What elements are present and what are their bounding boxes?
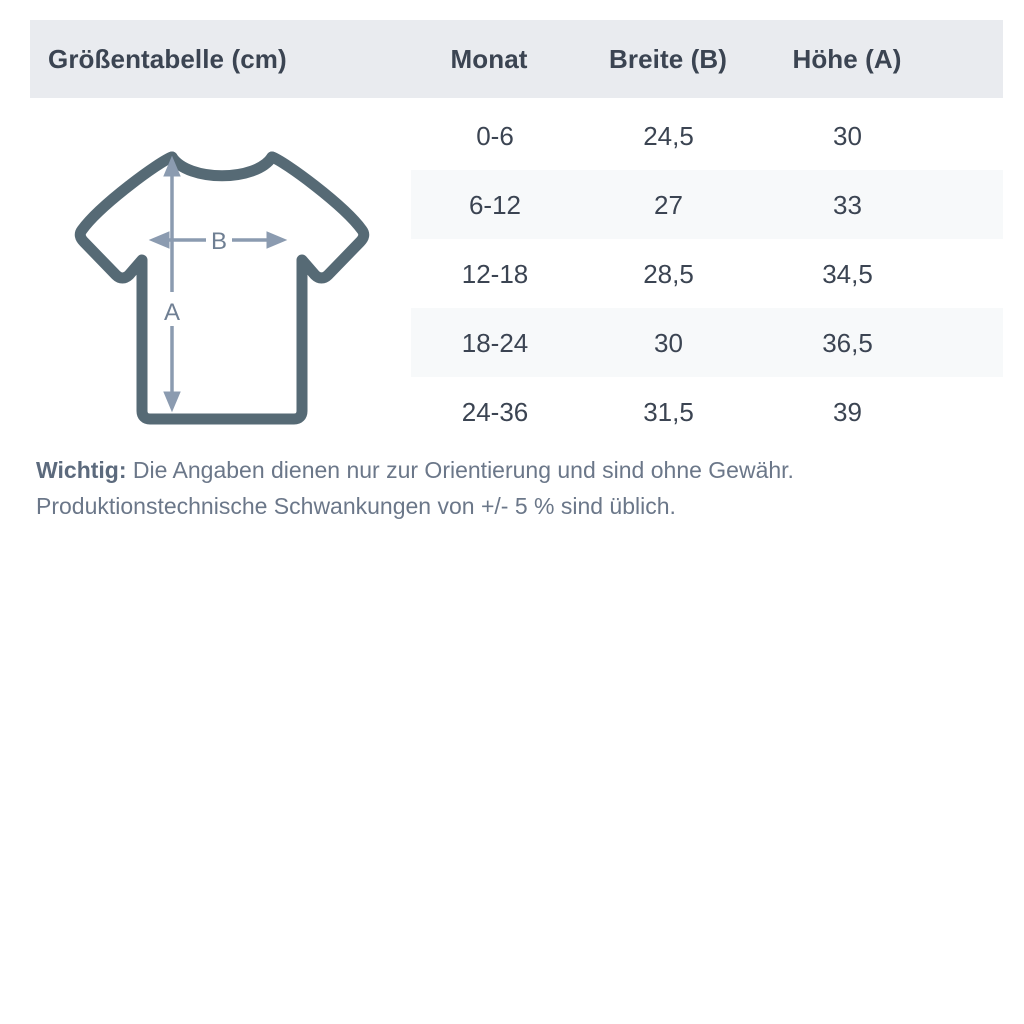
- height-label: A: [164, 299, 180, 326]
- table-row: 24-36 31,5 39: [411, 377, 1003, 446]
- cell-monat: 12-18: [461, 258, 529, 289]
- measurement-arrows: [148, 155, 288, 413]
- chart-title: Größentabelle (cm): [48, 43, 287, 74]
- footnote: Wichtig: Die Angaben dienen nur zur Orie…: [36, 452, 996, 524]
- footnote-line-1: Wichtig: Die Angaben dienen nur zur Orie…: [36, 452, 996, 488]
- size-table-body: 0-6 24,5 30 6-12 27 33 12-18 28,5 34,5 1…: [411, 101, 1003, 446]
- tshirt-icon: [74, 151, 370, 425]
- cell-breite: 31,5: [643, 396, 694, 427]
- table-row: 12-18 28,5 34,5: [411, 239, 1003, 308]
- cell-monat: 6-12: [468, 189, 522, 220]
- table-row: 0-6 24,5 30: [411, 101, 1003, 170]
- width-label: B: [211, 228, 227, 255]
- footnote-text-1: Die Angaben dienen nur zur Orientierung …: [126, 457, 794, 483]
- footnote-line-2: Produktionstechnische Schwankungen von +…: [36, 493, 676, 519]
- table-row: 6-12 27 33: [411, 170, 1003, 239]
- column-header-hoehe: Höhe (A): [792, 43, 902, 74]
- cell-hoehe: 36,5: [822, 327, 873, 358]
- cell-hoehe: 34,5: [822, 258, 873, 289]
- width-arrow-head-right: [266, 231, 288, 249]
- cell-monat: 0-6: [476, 120, 514, 151]
- table-row: 18-24 30 36,5: [411, 308, 1003, 377]
- table-header-background: [30, 20, 1003, 98]
- tshirt-measurement-diagram: A B: [60, 130, 400, 440]
- cell-breite: 30: [654, 327, 683, 358]
- width-arrow-head-left: [148, 231, 170, 249]
- cell-breite: 27: [654, 189, 683, 220]
- cell-monat: 18-24: [461, 327, 529, 358]
- footnote-lead: Wichtig:: [36, 457, 127, 483]
- cell-breite: 28,5: [643, 258, 694, 289]
- column-header-monat: Monat: [450, 43, 528, 74]
- height-arrow-head-bottom: [163, 391, 181, 413]
- cell-hoehe: 33: [833, 189, 862, 220]
- cell-breite: 24,5: [643, 120, 694, 151]
- column-header-breite: Breite (B): [608, 43, 727, 74]
- height-arrow-head-top: [163, 155, 181, 177]
- cell-monat: 24-36: [461, 396, 529, 427]
- cell-hoehe: 39: [833, 396, 862, 427]
- cell-hoehe: 30: [833, 120, 862, 151]
